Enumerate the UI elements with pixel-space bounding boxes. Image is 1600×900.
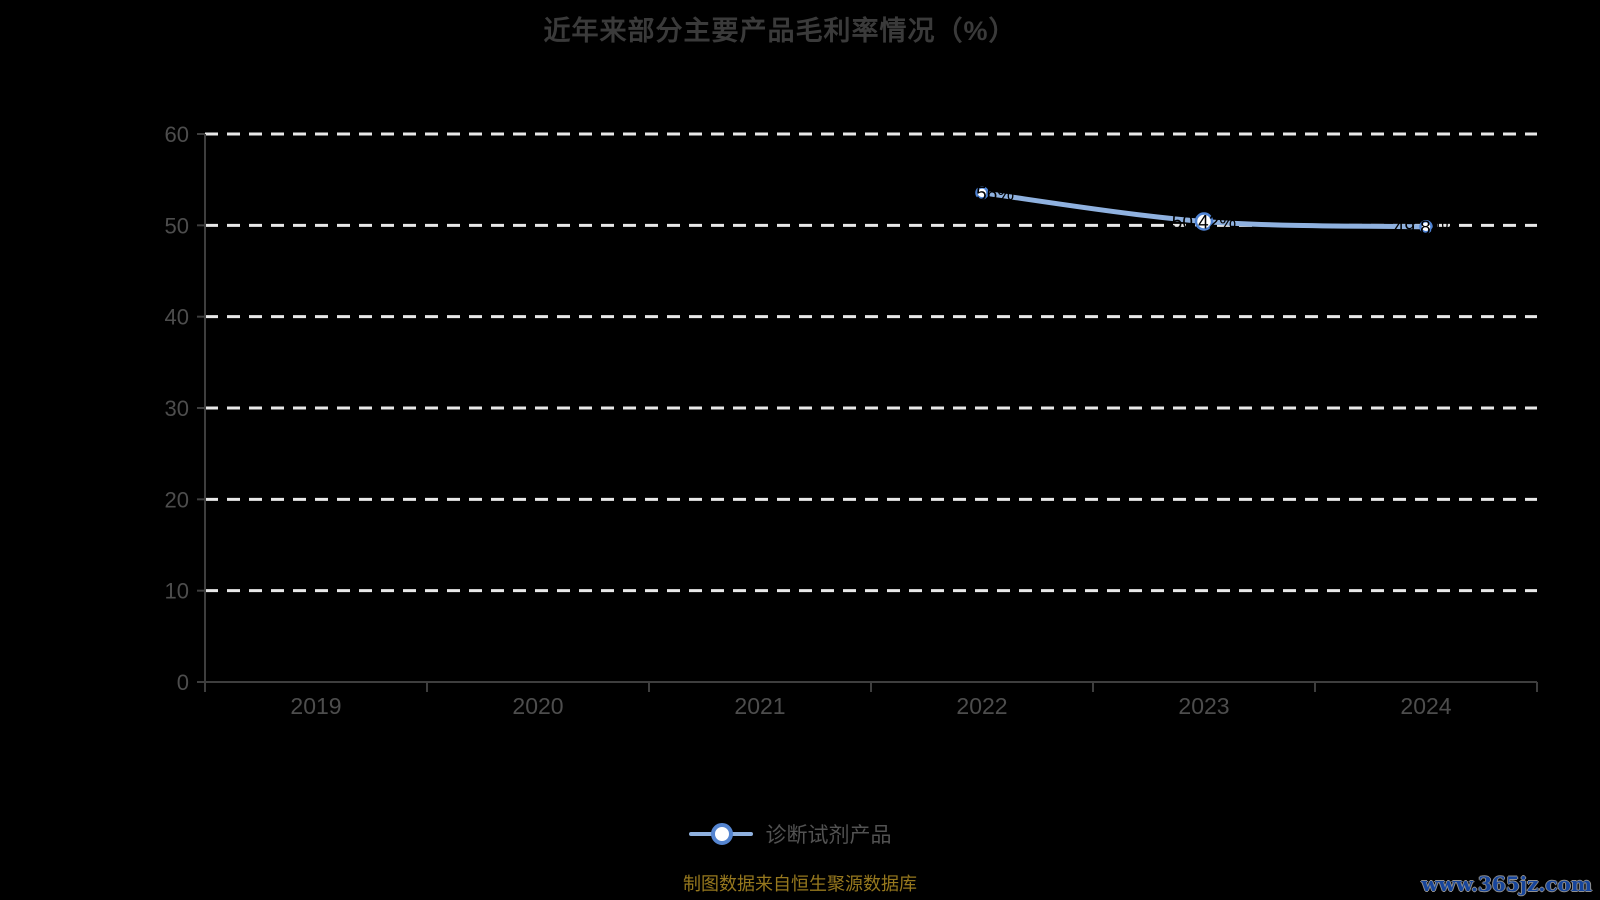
chart-title: 近年来部分主要产品毛利率情况（%）	[543, 16, 1017, 46]
legend-label: 诊断试剂产品	[765, 824, 892, 847]
x-axis-label: 2020	[512, 693, 563, 719]
legend: 诊断试剂产品	[0, 812, 1580, 856]
line-chart-plot: 0 10 20 30 40 50 60 2019 2020 2021 2022 2023 2024 53.…	[165, 122, 1538, 719]
x-axis-label: 2022	[956, 693, 1007, 719]
x-axis-label: 2021	[734, 693, 785, 719]
legend-item-series[interactable]: 诊断试剂产品	[688, 819, 892, 849]
y-tick-label: 0	[177, 670, 189, 695]
legend-line-marker-icon	[688, 823, 753, 845]
data-point-2024[interactable]	[1419, 220, 1433, 234]
data-source-note: 制图数据来自恒生聚源数据库	[683, 874, 917, 894]
y-tick-label: 30	[165, 396, 189, 421]
data-label: 50.42%	[1172, 212, 1237, 233]
data-label: 49.84%	[1394, 218, 1459, 239]
y-tick-label: 20	[165, 487, 189, 512]
x-axis-label: 2019	[290, 693, 341, 719]
y-tick-label: 10	[165, 579, 189, 604]
data-point-2023[interactable]	[1194, 212, 1214, 231]
site-watermark: www.365jz.com	[1421, 872, 1592, 896]
y-tick-label: 50	[165, 213, 189, 238]
data-label: 53.56%	[950, 184, 1015, 205]
y-tick-label: 60	[165, 122, 189, 147]
x-axis-label: 2024	[1400, 693, 1451, 719]
y-tick-label: 40	[165, 305, 189, 330]
x-axis-label: 2023	[1178, 693, 1229, 719]
data-point-2022[interactable]	[975, 186, 989, 200]
